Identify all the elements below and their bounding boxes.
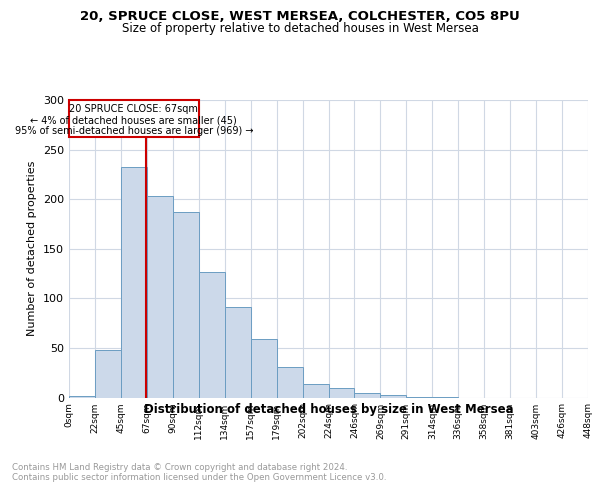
Bar	[329, 388, 355, 398]
Text: ← 4% of detached houses are smaller (45): ← 4% of detached houses are smaller (45)	[31, 115, 237, 125]
Bar	[173, 212, 199, 398]
Bar	[251, 339, 277, 398]
Text: 20, SPRUCE CLOSE, WEST MERSEA, COLCHESTER, CO5 8PU: 20, SPRUCE CLOSE, WEST MERSEA, COLCHESTE…	[80, 10, 520, 23]
Bar	[121, 168, 147, 398]
Bar	[277, 367, 302, 398]
Y-axis label: Number of detached properties: Number of detached properties	[28, 161, 37, 336]
Bar	[95, 350, 121, 398]
Bar	[380, 394, 406, 398]
Bar	[147, 196, 173, 398]
Bar	[302, 384, 329, 398]
Bar	[224, 308, 251, 398]
Text: Distribution of detached houses by size in West Mersea: Distribution of detached houses by size …	[144, 402, 514, 415]
Bar	[406, 396, 432, 398]
Text: Size of property relative to detached houses in West Mersea: Size of property relative to detached ho…	[122, 22, 478, 35]
Text: 95% of semi-detached houses are larger (969) →: 95% of semi-detached houses are larger (…	[14, 126, 253, 136]
Bar	[432, 396, 458, 398]
Bar	[355, 392, 380, 398]
Text: Contains HM Land Registry data © Crown copyright and database right 2024.
Contai: Contains HM Land Registry data © Crown c…	[12, 462, 386, 482]
FancyBboxPatch shape	[69, 100, 199, 136]
Text: 20 SPRUCE CLOSE: 67sqm: 20 SPRUCE CLOSE: 67sqm	[70, 104, 199, 114]
Bar	[69, 396, 95, 398]
Bar	[199, 272, 224, 398]
